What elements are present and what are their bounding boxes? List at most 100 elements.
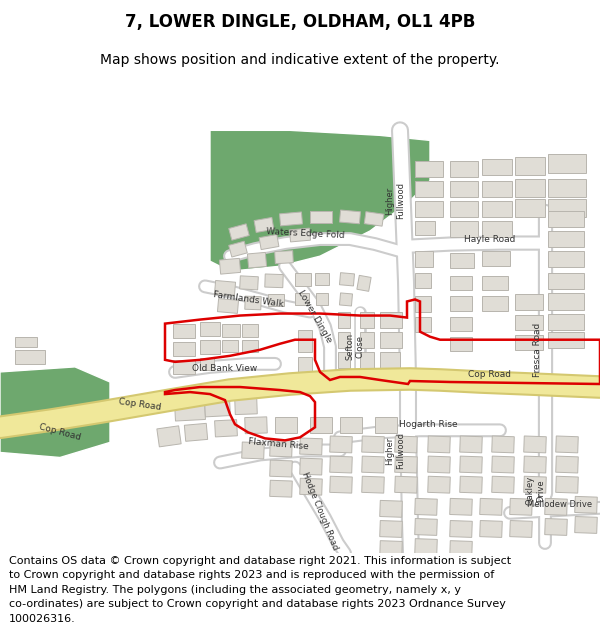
- Polygon shape: [330, 476, 352, 493]
- Text: Hodge Clough Road: Hodge Clough Road: [300, 471, 340, 551]
- Polygon shape: [380, 521, 402, 538]
- Polygon shape: [556, 476, 578, 493]
- Polygon shape: [300, 458, 322, 475]
- Polygon shape: [268, 294, 284, 306]
- Polygon shape: [338, 311, 350, 328]
- Polygon shape: [482, 201, 512, 217]
- Polygon shape: [295, 293, 309, 306]
- Polygon shape: [415, 251, 433, 268]
- Text: Oakley
Drive: Oakley Drive: [526, 476, 545, 506]
- Polygon shape: [157, 426, 181, 447]
- Polygon shape: [524, 436, 546, 453]
- Polygon shape: [338, 332, 350, 348]
- Polygon shape: [242, 324, 258, 337]
- Polygon shape: [315, 273, 329, 286]
- Text: Hayle Road: Hayle Road: [464, 234, 515, 244]
- Polygon shape: [295, 273, 311, 286]
- Polygon shape: [235, 398, 257, 414]
- Polygon shape: [415, 273, 431, 288]
- Polygon shape: [515, 294, 543, 309]
- Polygon shape: [482, 181, 512, 197]
- Polygon shape: [548, 273, 584, 289]
- Text: Farmlands Walk: Farmlands Walk: [212, 290, 284, 309]
- Polygon shape: [360, 352, 374, 368]
- Polygon shape: [480, 521, 502, 538]
- Text: Fresca Road: Fresca Road: [533, 322, 542, 377]
- Polygon shape: [173, 342, 195, 356]
- Polygon shape: [0, 367, 110, 458]
- Polygon shape: [415, 519, 437, 536]
- Polygon shape: [298, 329, 312, 352]
- Polygon shape: [415, 316, 431, 332]
- Polygon shape: [415, 221, 435, 235]
- Polygon shape: [173, 360, 195, 374]
- Text: Cop Road: Cop Road: [38, 422, 82, 442]
- Polygon shape: [395, 476, 417, 493]
- Polygon shape: [275, 251, 293, 264]
- Polygon shape: [362, 436, 384, 453]
- Polygon shape: [175, 401, 205, 421]
- Polygon shape: [450, 498, 472, 515]
- Polygon shape: [380, 352, 400, 368]
- Polygon shape: [340, 272, 355, 286]
- Polygon shape: [215, 419, 238, 437]
- Polygon shape: [15, 350, 45, 364]
- Text: Higher
Fullwood: Higher Fullwood: [385, 182, 404, 219]
- Text: Contains OS data © Crown copyright and database right 2021. This information is : Contains OS data © Crown copyright and d…: [9, 556, 511, 624]
- Polygon shape: [450, 521, 472, 538]
- Polygon shape: [380, 541, 402, 558]
- Polygon shape: [220, 258, 241, 274]
- Polygon shape: [214, 281, 236, 296]
- Text: Map shows position and indicative extent of the property.: Map shows position and indicative extent…: [100, 53, 500, 67]
- Polygon shape: [222, 324, 240, 337]
- Text: Mellodew Drive: Mellodew Drive: [527, 500, 593, 509]
- Polygon shape: [222, 340, 238, 352]
- Polygon shape: [200, 322, 220, 336]
- Polygon shape: [340, 210, 361, 224]
- Polygon shape: [380, 332, 402, 348]
- Text: Flaxman Rise: Flaxman Rise: [247, 438, 308, 451]
- Polygon shape: [428, 476, 450, 493]
- Polygon shape: [338, 352, 350, 368]
- Polygon shape: [360, 332, 374, 348]
- Polygon shape: [200, 340, 220, 354]
- Polygon shape: [515, 334, 543, 350]
- Polygon shape: [548, 251, 584, 268]
- Polygon shape: [548, 154, 586, 173]
- Polygon shape: [492, 456, 514, 473]
- Polygon shape: [482, 276, 508, 291]
- Polygon shape: [217, 299, 239, 313]
- Polygon shape: [575, 516, 597, 533]
- Polygon shape: [360, 311, 374, 328]
- Polygon shape: [545, 498, 567, 515]
- Polygon shape: [548, 293, 584, 309]
- Polygon shape: [524, 476, 546, 493]
- Polygon shape: [239, 276, 259, 290]
- Polygon shape: [545, 519, 567, 536]
- Polygon shape: [330, 436, 352, 453]
- Polygon shape: [340, 418, 362, 433]
- Polygon shape: [229, 241, 247, 257]
- Polygon shape: [460, 476, 482, 493]
- Text: Waters Edge Fold: Waters Edge Fold: [266, 228, 344, 241]
- Polygon shape: [280, 212, 302, 226]
- Polygon shape: [450, 181, 478, 197]
- Polygon shape: [460, 456, 482, 473]
- Polygon shape: [338, 374, 350, 388]
- Polygon shape: [380, 311, 402, 328]
- Polygon shape: [364, 212, 384, 226]
- Polygon shape: [492, 476, 514, 493]
- Polygon shape: [428, 436, 450, 453]
- Polygon shape: [357, 276, 371, 291]
- Polygon shape: [515, 156, 545, 174]
- Text: Hogarth Rise: Hogarth Rise: [398, 420, 457, 429]
- Text: 7, LOWER DINGLE, OLDHAM, OL1 4PB: 7, LOWER DINGLE, OLDHAM, OL1 4PB: [125, 13, 475, 31]
- Polygon shape: [428, 456, 450, 473]
- Polygon shape: [395, 436, 417, 453]
- Polygon shape: [450, 296, 472, 311]
- Polygon shape: [548, 332, 584, 348]
- Text: Sefton
Close: Sefton Close: [346, 333, 365, 361]
- Polygon shape: [556, 456, 578, 473]
- Polygon shape: [290, 228, 310, 242]
- Text: Cop Road: Cop Road: [118, 397, 162, 412]
